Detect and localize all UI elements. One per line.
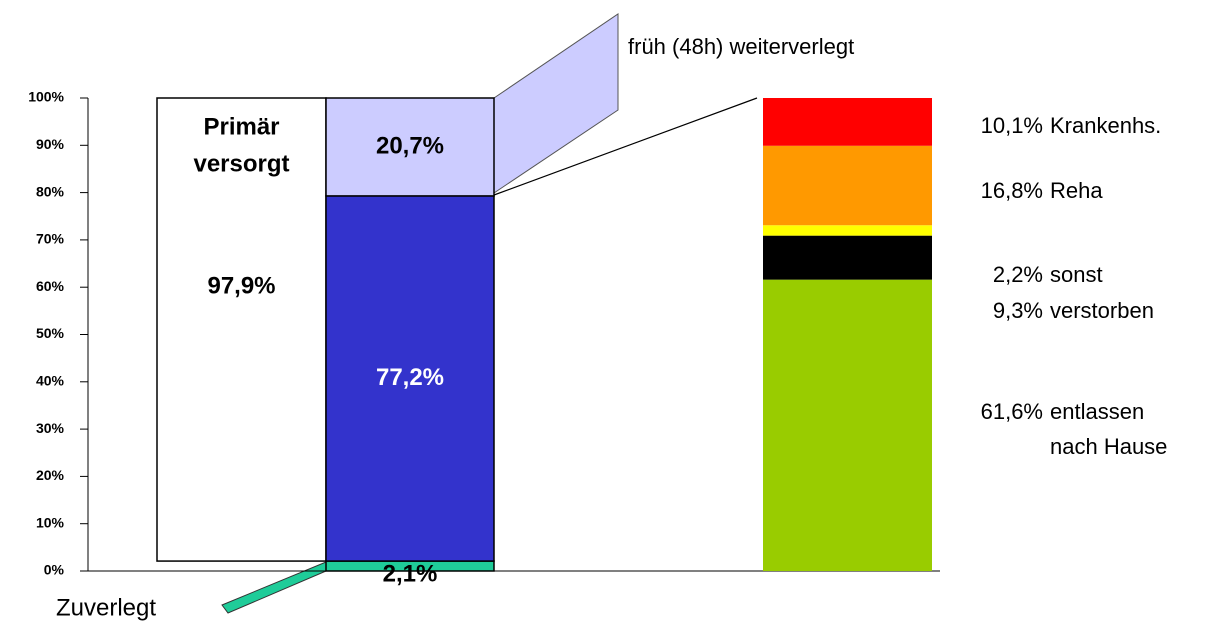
y-tick-label: 50% (36, 325, 65, 341)
segment-name: verstorben (1050, 298, 1154, 323)
y-tick-label: 20% (36, 467, 65, 483)
y-tick-label: 30% (36, 420, 65, 436)
y-tick-label: 10% (36, 514, 65, 530)
value-label: 2,2% (993, 262, 1043, 287)
bar-segment (325, 195, 495, 562)
bar-segment (763, 225, 932, 236)
value-label: 77,2% (376, 364, 444, 391)
value-label: 61,6% (981, 399, 1043, 424)
bar-segment (763, 98, 932, 146)
value-label: 9,3% (993, 298, 1043, 323)
segment-name: sonst (1050, 262, 1103, 287)
value-label: 2,1% (383, 560, 438, 587)
value-label: 10,1% (981, 113, 1043, 138)
bar-segment (325, 97, 495, 197)
segment-name: nach Hause (1050, 434, 1167, 459)
column-title: Primär (203, 113, 279, 140)
annotation: Zuverlegt (56, 594, 156, 621)
value-label: 20,7% (376, 132, 444, 159)
bar-segment (763, 235, 932, 280)
y-tick-label: 0% (44, 562, 65, 578)
bar-segment (763, 145, 932, 226)
y-tick-label: 40% (36, 373, 65, 389)
column-title: versorgt (193, 150, 289, 177)
bar-segment (763, 279, 932, 571)
value-label: 97,9% (207, 272, 275, 299)
y-tick-label: 80% (36, 183, 65, 199)
zuverlegt-shape (221, 561, 327, 614)
y-tick-label: 60% (36, 278, 65, 294)
segment-name: Reha (1050, 178, 1103, 203)
frueh-shape (493, 13, 619, 194)
y-tick-label: 100% (28, 89, 64, 105)
segment-name: entlassen (1050, 399, 1144, 424)
value-label: 16,8% (981, 178, 1043, 203)
y-tick-label: 70% (36, 231, 65, 247)
y-tick-label: 90% (36, 136, 65, 152)
connector (493, 97, 758, 196)
annotation: früh (48h) weiterverlegt (628, 34, 854, 59)
segment-name: Krankenhs. (1050, 113, 1161, 138)
